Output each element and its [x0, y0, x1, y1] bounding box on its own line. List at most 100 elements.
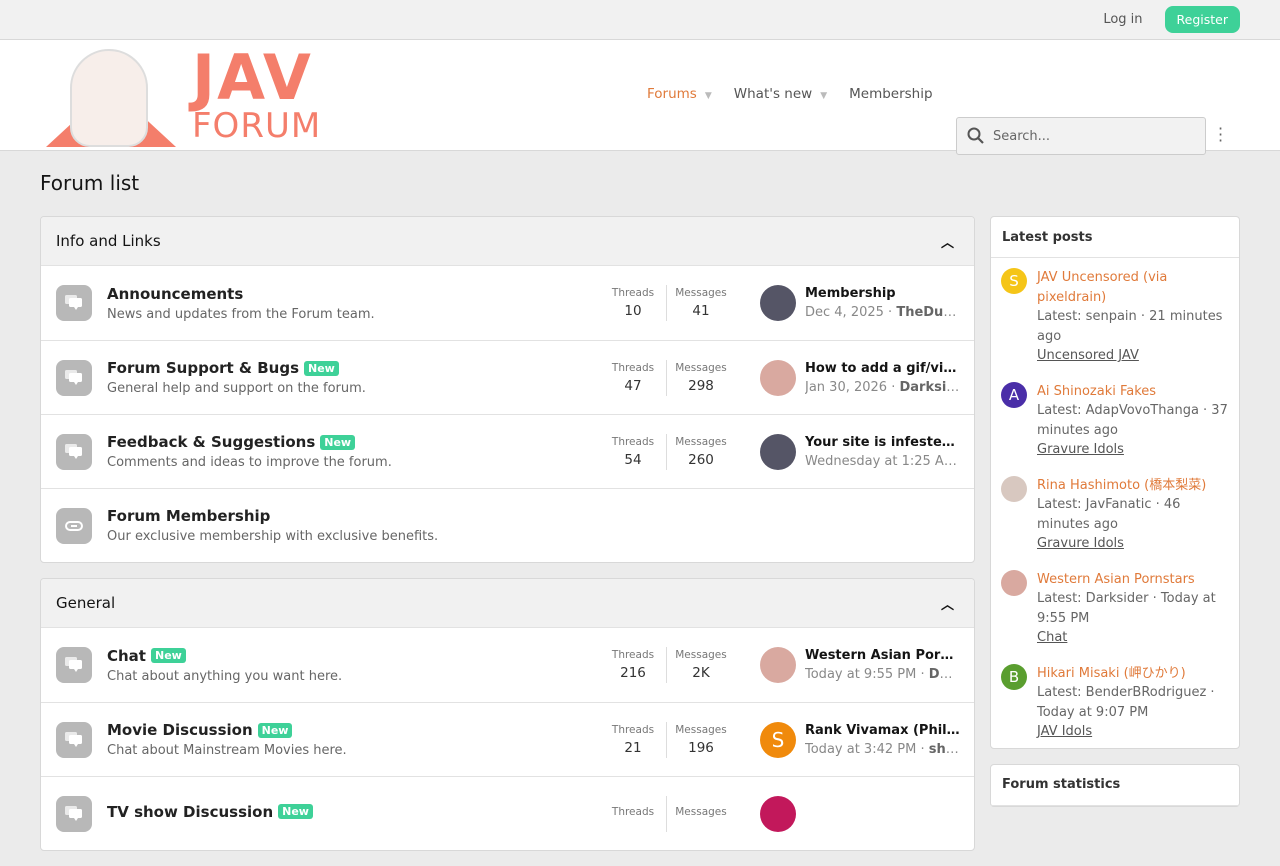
last-post-date[interactable]: Jan 30, 2026 [805, 379, 888, 395]
last-post-title[interactable]: How to add a gif/vide... [805, 360, 960, 376]
post-title-link[interactable]: Ai Shinozaki Fakes [1037, 383, 1157, 399]
logo-text-forum: FORUM [192, 106, 322, 146]
forum-title-link[interactable]: Feedback & Suggestions [107, 433, 316, 451]
forum-title-link[interactable]: TV show Discussion [107, 802, 274, 821]
category-title[interactable]: General [56, 594, 116, 612]
category-header[interactable]: General ︿ [41, 579, 974, 628]
category-block: Info and Links ︿ Announcements News and u… [40, 216, 975, 563]
forum-bubble-icon [56, 721, 92, 758]
threads-stat: Threads 10 [611, 287, 655, 319]
new-badge: New [320, 434, 356, 450]
forum-row: Chat New Chat about anything you want her… [41, 628, 974, 702]
threads-stat: Threads 216 [611, 649, 655, 681]
forum-title-link[interactable]: Chat [107, 646, 146, 665]
new-badge: New [257, 722, 293, 738]
latest-post-item: B Hikari Misaki (岬ひかり) Latest: BenderBRodr… [991, 654, 1239, 748]
more-options-icon[interactable]: · · · [1218, 119, 1224, 150]
last-post: Membership Dec 4, 2025 · TheDude [805, 286, 960, 320]
avatar[interactable] [760, 795, 796, 832]
forum-description: Our exclusive membership with exclusive … [107, 529, 439, 544]
last-post-date[interactable]: Dec 4, 2025 [805, 305, 884, 320]
threads-stat: Threads 21 [611, 723, 655, 756]
page-title: Forum list [40, 171, 140, 195]
post-title-link[interactable]: Rina Hashimoto (橋本梨菜) [1037, 477, 1207, 493]
new-badge: New [278, 804, 313, 819]
latest-post-item: Rina Hashimoto (橋本梨菜) Latest: JavFanatic … [991, 466, 1239, 560]
latest-post-item: Western Asian Pornstars Latest: Darksider… [991, 560, 1239, 654]
collapse-chevron-icon[interactable]: ︿ [940, 235, 954, 251]
login-link[interactable]: Log in [1103, 12, 1143, 27]
search-input[interactable]: Search... [956, 117, 1206, 155]
site-logo[interactable]: JAV FORUM [40, 42, 345, 148]
divider [666, 647, 667, 683]
last-post-date[interactable]: Today at 3:42 PM [805, 741, 917, 757]
last-post: Your site is infested wi... Wednesday at… [805, 435, 960, 469]
latest-post-item: A Ai Shinozaki Fakes Latest: AdapVovoThang… [991, 372, 1239, 466]
avatar[interactable] [760, 285, 796, 321]
header: JAV FORUM Forums ▼ What's new ▼ Membership … [0, 40, 1280, 155]
post-title-link[interactable]: Western Asian Pornstars [1037, 571, 1195, 587]
sidebar: Latest posts S JAV Uncensored (via pixeld… [990, 216, 1240, 822]
divider [666, 795, 667, 832]
post-meta: Latest: AdapVovoThanga · 37 minutes ago [1037, 403, 1228, 438]
avatar[interactable] [1001, 569, 1027, 596]
forum-list: Info and Links ︿ Announcements News and u… [40, 216, 975, 866]
last-post-date[interactable]: Wednesday at 1:25 AM... [805, 453, 960, 469]
threads-stat: Threads 54 [611, 435, 655, 468]
avatar[interactable]: S [760, 721, 796, 758]
forum-row: TV show Discussion New Threads Messages [41, 776, 974, 850]
last-post-user[interactable]: shi... [928, 741, 960, 757]
post-title-link[interactable]: JAV Uncensored (via pixeldrain) [1037, 270, 1168, 305]
forum-row: Movie Discussion New Chat about Mainstrea… [41, 702, 974, 776]
logo-text-jav: JAV [192, 41, 313, 114]
forum-row: Feedback & Suggestions New Comments and i… [41, 414, 974, 488]
last-post-user[interactable]: Darksider [899, 379, 960, 395]
forum-description: Chat about Mainstream Movies here. [107, 743, 347, 758]
post-forum-link[interactable]: Gravure Idols [1037, 536, 1124, 551]
avatar[interactable]: S [1001, 268, 1027, 294]
forum-title-link[interactable]: Announcements [107, 284, 244, 303]
divider [666, 721, 667, 758]
new-badge: New [150, 648, 186, 663]
register-button[interactable]: Register [1164, 6, 1240, 33]
post-forum-link[interactable]: Uncensored JAV [1037, 348, 1139, 363]
avatar[interactable] [760, 433, 796, 470]
chevron-down-icon[interactable]: ▼ [820, 91, 828, 101]
last-post-title[interactable]: Your site is infested wi... [805, 434, 960, 450]
category-header[interactable]: Info and Links ︿ [41, 217, 974, 266]
latest-posts-widget: Latest posts S JAV Uncensored (via pixeld… [990, 216, 1240, 749]
last-post-user[interactable]: Dar... [928, 667, 960, 682]
last-post: How to add a gif/vide... Jan 30, 2026 · … [805, 361, 960, 395]
post-title-link[interactable]: Hikari Misaki (岬ひかり) [1037, 665, 1186, 681]
avatar[interactable] [760, 359, 796, 396]
forum-title-link[interactable]: Forum Support & Bugs [107, 359, 300, 377]
last-post-user[interactable]: TheDude [896, 305, 960, 320]
last-post-title[interactable]: Western Asian Pornsta... [805, 648, 960, 663]
post-meta: Latest: Darksider · Today at 9:55 PM [1037, 591, 1216, 626]
last-post-date[interactable]: Today at 9:55 PM [805, 667, 917, 682]
last-post-title[interactable]: Rank Vivamax (Philipi... [805, 722, 960, 738]
forum-description: News and updates from the Forum team. [107, 306, 375, 322]
avatar[interactable]: A [1001, 381, 1027, 408]
chevron-down-icon[interactable]: ▼ [704, 91, 712, 101]
nav-forums[interactable]: Forums ▼ [647, 86, 712, 102]
post-forum-link[interactable]: Gravure Idols [1037, 442, 1124, 457]
nav-membership[interactable]: Membership [849, 86, 933, 102]
last-post [805, 812, 960, 816]
avatar[interactable]: B [1001, 663, 1027, 690]
avatar[interactable] [760, 647, 796, 683]
forum-title-link[interactable]: Movie Discussion [107, 721, 253, 739]
nav-whats-new[interactable]: What's new ▼ [733, 86, 828, 102]
forum-description: Chat about anything you want here. [107, 668, 343, 684]
category-title[interactable]: Info and Links [56, 232, 161, 250]
post-forum-link[interactable]: Chat [1037, 630, 1068, 645]
post-meta: Latest: senpain · 21 minutes ago [1037, 309, 1223, 344]
last-post-title[interactable]: Membership [805, 286, 896, 301]
avatar[interactable] [1001, 475, 1027, 502]
forum-bubble-icon [56, 795, 92, 832]
collapse-chevron-icon[interactable]: ︿ [940, 597, 954, 613]
post-forum-link[interactable]: JAV Idols [1037, 724, 1093, 739]
forum-title-link[interactable]: Forum Membership [107, 507, 271, 525]
messages-stat: Messages 196 [675, 723, 727, 756]
category-block: General ︿ Chat New Chat about anything you… [40, 578, 975, 851]
